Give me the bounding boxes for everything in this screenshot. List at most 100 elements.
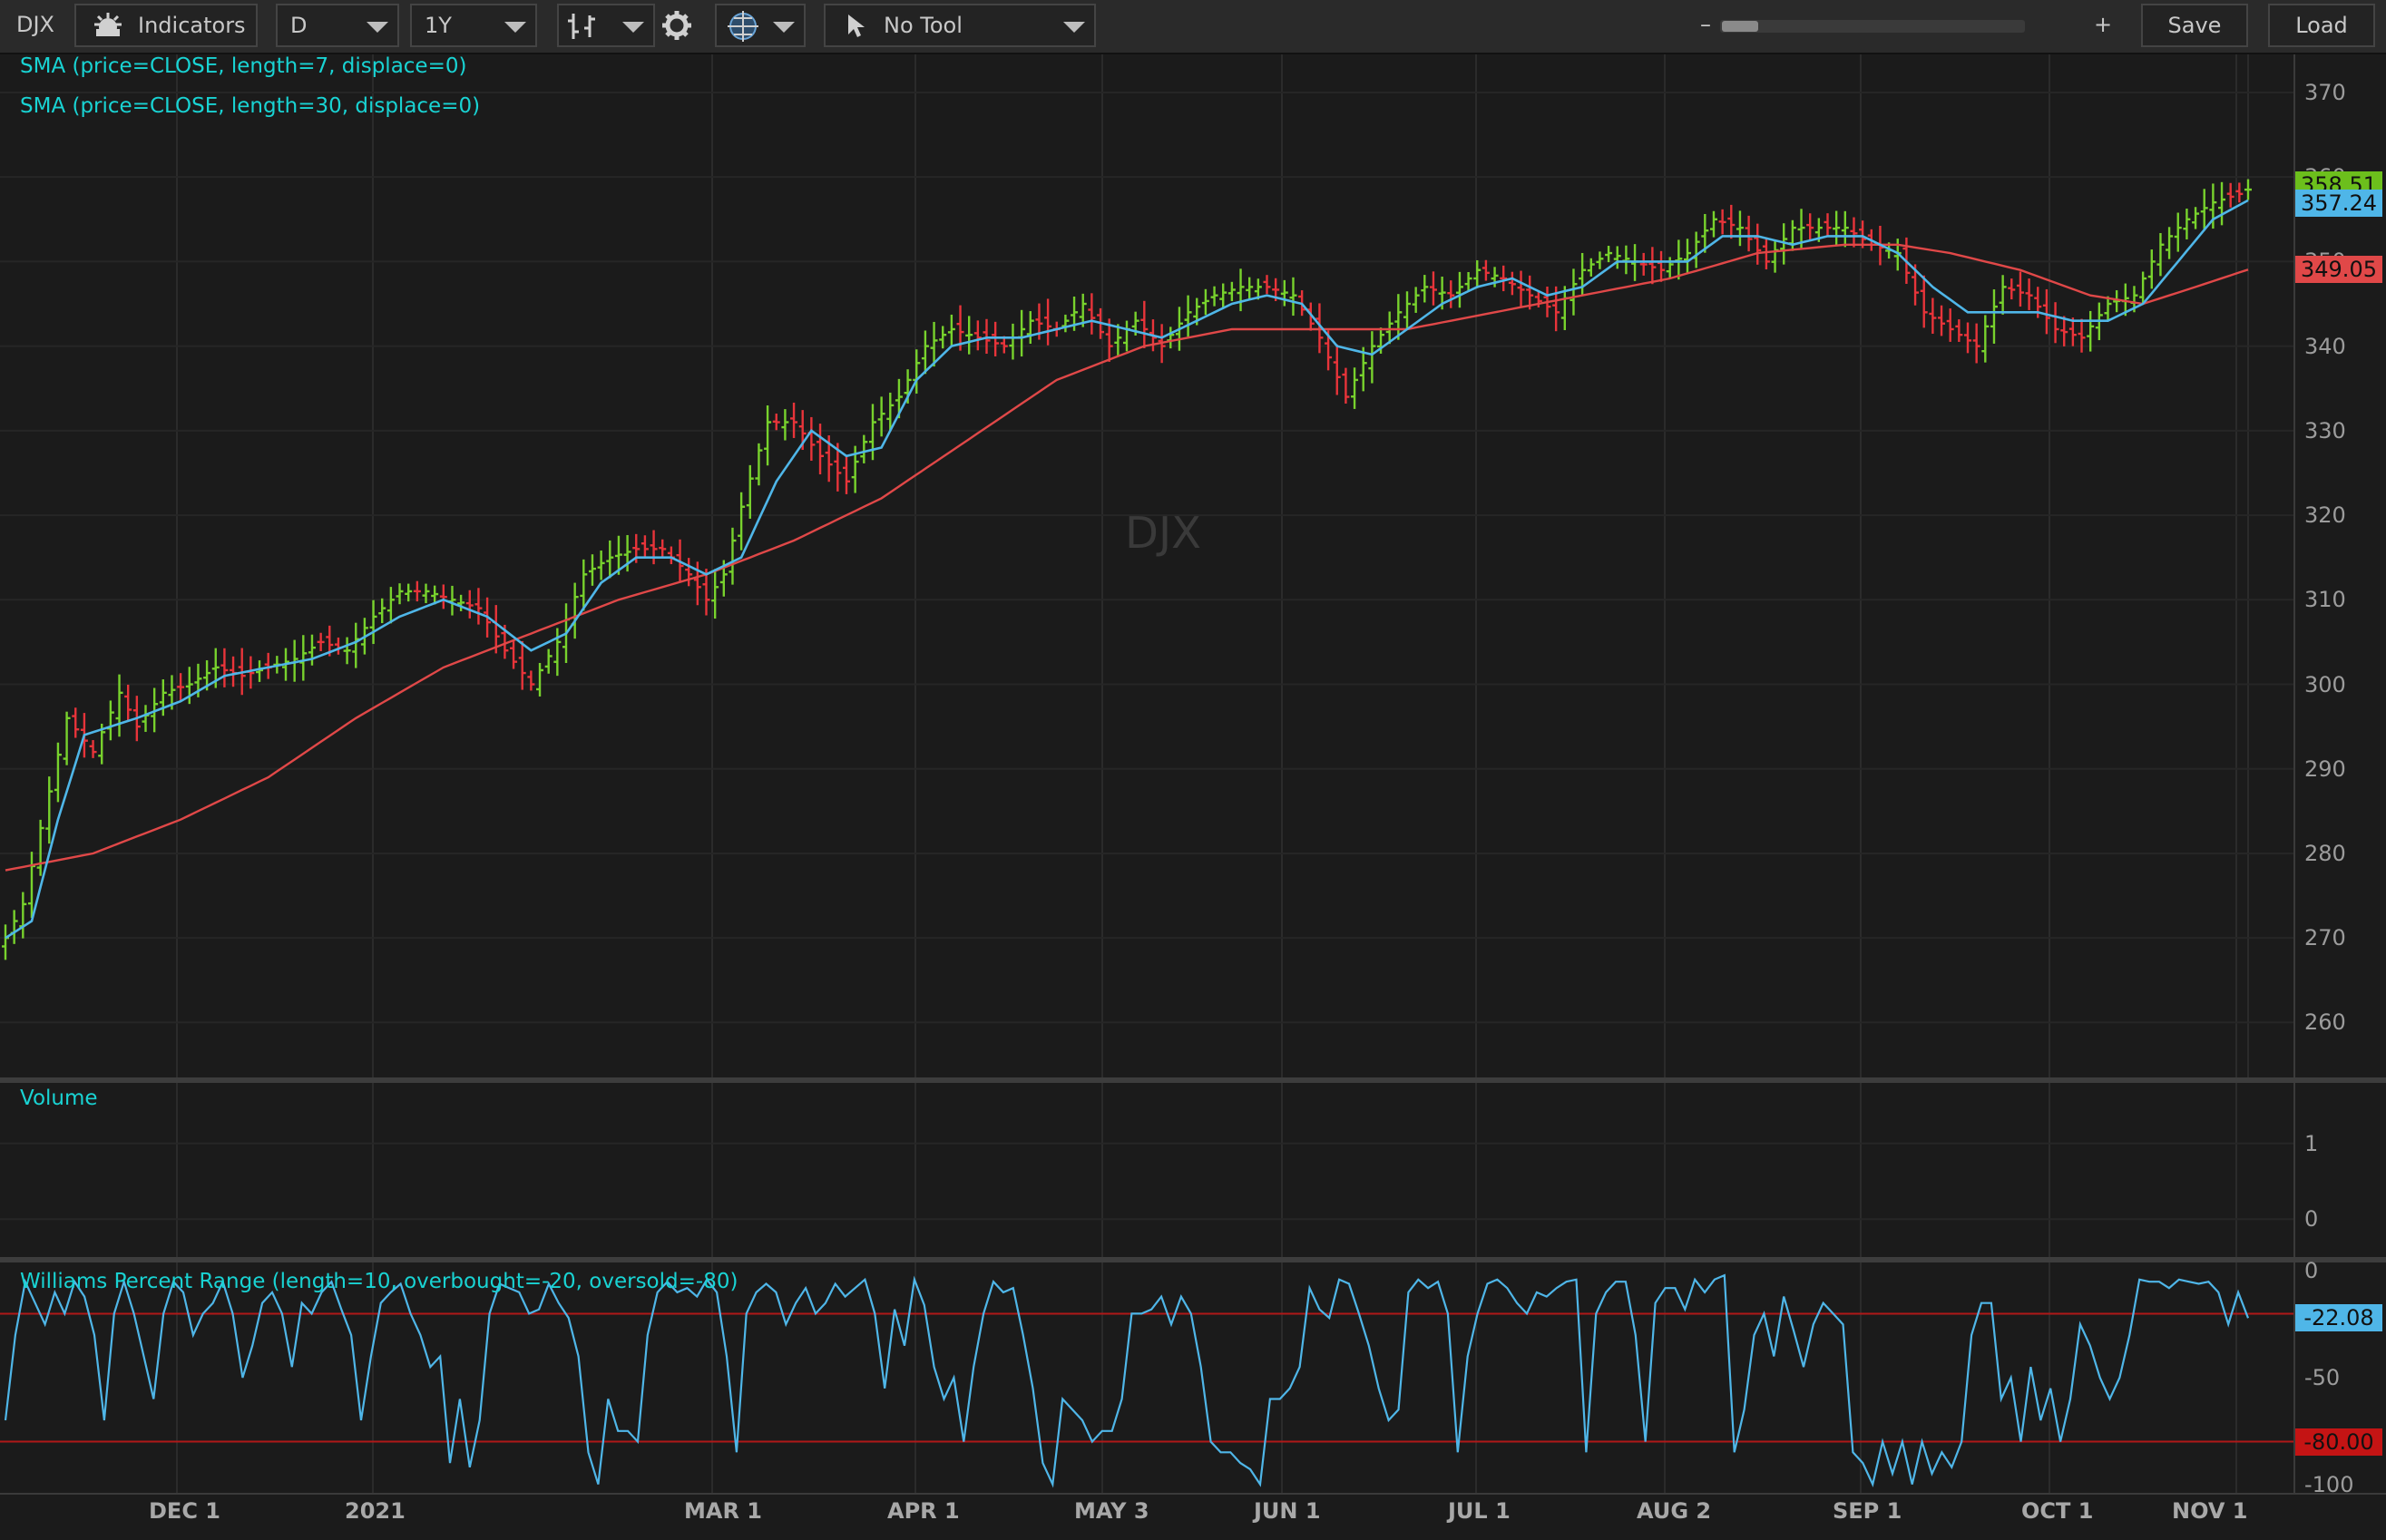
sma-slow-line bbox=[5, 243, 2249, 872]
ohlc-bar bbox=[1780, 223, 1788, 265]
ohlc-bar bbox=[2200, 189, 2208, 231]
ohlc-bar bbox=[1684, 239, 1691, 274]
aggregation-dropdown[interactable]: D bbox=[276, 4, 399, 47]
load-button[interactable]: Load bbox=[2268, 4, 2375, 47]
ohlc-bar bbox=[1447, 280, 1455, 308]
ohlc-bar bbox=[1929, 297, 1937, 334]
symbol-watermark: DJX bbox=[1125, 508, 1201, 559]
sma-slow-study-label[interactable]: SMA (price=CLOSE, length=30, displace=0) bbox=[20, 94, 481, 118]
time-axis-label: NOV 1 bbox=[2172, 1498, 2248, 1524]
ohlc-bar bbox=[72, 707, 80, 738]
ohlc-bar bbox=[413, 580, 421, 602]
ohlc-bar bbox=[1280, 279, 1288, 307]
studies-gear-icon bbox=[94, 13, 122, 36]
ohlc-bar bbox=[746, 464, 754, 519]
ohlc-bar bbox=[343, 637, 351, 665]
ohlc-bar bbox=[921, 330, 929, 375]
ohlc-bar bbox=[571, 582, 579, 639]
zoom-in-button[interactable]: + bbox=[2094, 12, 2113, 37]
ohlc-bar bbox=[396, 583, 404, 605]
ohlc-bar bbox=[1342, 367, 1350, 404]
sma-fast-study-label[interactable]: SMA (price=CLOSE, length=7, displace=0) bbox=[20, 54, 467, 78]
ohlc-bar bbox=[843, 454, 850, 494]
ohlc-bar bbox=[106, 700, 114, 741]
ohlc-bar bbox=[36, 819, 44, 876]
ohlc-bar bbox=[1569, 268, 1578, 316]
ohlc-bar bbox=[2060, 316, 2068, 346]
ohlc-bar bbox=[89, 740, 97, 758]
ohlc-bar bbox=[2147, 249, 2156, 289]
time-axis[interactable] bbox=[0, 1493, 2386, 1540]
ohlc-bar bbox=[1455, 271, 1463, 308]
pane-separator[interactable] bbox=[0, 1257, 2386, 1262]
settings-gear-icon[interactable] bbox=[660, 9, 693, 42]
ohlc-bar bbox=[177, 673, 185, 701]
ohlc-bar bbox=[702, 569, 710, 616]
save-button-label: Save bbox=[2167, 13, 2222, 38]
ohlc-bar bbox=[1605, 245, 1613, 263]
ohlc-bar bbox=[159, 679, 167, 716]
ohlc-bar bbox=[1114, 324, 1122, 356]
sma-fast-line bbox=[5, 199, 2249, 940]
williams-study-label[interactable]: Williams Percent Range (length=10, overb… bbox=[20, 1270, 738, 1293]
price-tick-label: 370 bbox=[2304, 79, 2346, 105]
timeframe-dropdown[interactable]: 1Y bbox=[410, 4, 537, 47]
chart-style-dropdown[interactable] bbox=[557, 4, 655, 47]
ohlc-bar bbox=[124, 684, 132, 722]
ohlc-bar bbox=[877, 396, 885, 437]
ohlc-bar bbox=[1044, 298, 1052, 346]
ohlc-bar bbox=[1972, 323, 1980, 364]
save-button[interactable]: Save bbox=[2141, 4, 2248, 47]
price-axis[interactable] bbox=[2293, 54, 2386, 1077]
price-tick-label: 330 bbox=[2304, 417, 2346, 443]
chart-style-icon bbox=[568, 14, 595, 39]
symbol-label[interactable]: DJX bbox=[16, 12, 54, 37]
ohlc-bar bbox=[1639, 252, 1648, 276]
ohlc-bar bbox=[685, 558, 693, 587]
indicators-button[interactable]: Indicators bbox=[74, 4, 258, 47]
ohlc-bar bbox=[1955, 319, 1963, 342]
price-pane[interactable] bbox=[0, 54, 2293, 1077]
ohlc-bar bbox=[352, 622, 360, 668]
ohlc-bar bbox=[711, 569, 719, 619]
chevron-down-icon bbox=[773, 22, 795, 33]
ohlc-bar bbox=[2139, 271, 2147, 305]
zoom-out-button[interactable]: – bbox=[1700, 12, 1711, 37]
ohlc-bar bbox=[1481, 259, 1490, 281]
drawing-grid-dropdown[interactable] bbox=[715, 4, 806, 47]
ohlc-bar bbox=[1946, 308, 1954, 342]
ohlc-bar bbox=[2104, 296, 2112, 321]
ohlc-bar bbox=[1464, 272, 1472, 291]
ohlc-bar bbox=[334, 637, 342, 655]
time-axis-label: JUL 1 bbox=[1448, 1498, 1511, 1524]
zoom-slider-handle[interactable] bbox=[1722, 21, 1758, 32]
ohlc-bar bbox=[405, 583, 413, 602]
ohlc-bar bbox=[1508, 271, 1516, 296]
ohlc-bar bbox=[807, 416, 816, 462]
ohlc-bar bbox=[939, 326, 947, 349]
price-chart bbox=[0, 54, 2293, 1077]
ohlc-bar bbox=[1999, 275, 2007, 315]
ohlc-bar bbox=[1289, 277, 1297, 317]
ohlc-bar bbox=[2244, 179, 2252, 200]
chevron-down-icon bbox=[622, 22, 644, 33]
price-tick-label: 310 bbox=[2304, 587, 2346, 613]
ohlc-bar bbox=[1841, 210, 1849, 248]
volume-pane[interactable] bbox=[0, 1083, 2293, 1257]
timeframe-value: 1Y bbox=[425, 13, 452, 38]
ohlc-bar bbox=[299, 635, 308, 681]
ohlc-bar bbox=[230, 656, 238, 687]
ohlc-bar bbox=[45, 776, 54, 844]
chevron-down-icon bbox=[367, 22, 388, 33]
ohlc-bar bbox=[1500, 265, 1508, 292]
price-tick-label: 260 bbox=[2304, 1009, 2346, 1036]
pane-separator[interactable] bbox=[0, 1077, 2386, 1083]
volume-axis[interactable] bbox=[2293, 1083, 2386, 1257]
ohlc-bar bbox=[1736, 210, 1744, 247]
ohlc-bar bbox=[729, 527, 737, 585]
zoom-slider-track[interactable] bbox=[1720, 20, 2025, 33]
volume-study-label[interactable]: Volume bbox=[20, 1087, 98, 1110]
ohlc-bar bbox=[1692, 231, 1700, 268]
ohlc-bar bbox=[448, 585, 456, 616]
drawing-tool-dropdown[interactable]: No Tool bbox=[824, 4, 1096, 47]
